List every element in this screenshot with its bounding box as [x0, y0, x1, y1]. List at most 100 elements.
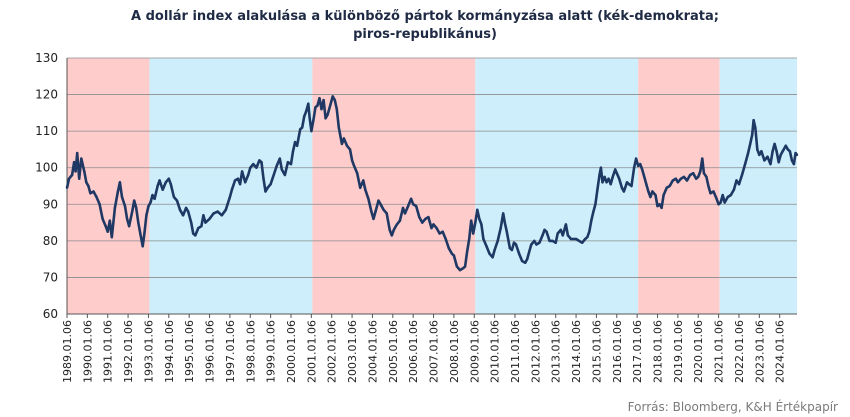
data-point-175	[510, 248, 514, 252]
data-point-101	[320, 108, 323, 111]
data-point-120	[367, 197, 370, 200]
x-tick-label-2: 1991.01.06	[102, 320, 115, 383]
data-point-74	[258, 159, 261, 162]
data-point-136	[409, 197, 413, 200]
x-tick-label-34: 2023.01.06	[753, 320, 766, 383]
data-point-256	[705, 175, 708, 179]
data-point-131	[395, 223, 399, 226]
data-point-78	[266, 186, 269, 189]
data-point-0	[65, 186, 69, 189]
data-point-82	[278, 157, 281, 160]
data-point-125	[380, 204, 383, 208]
data-point-88	[293, 140, 297, 144]
x-tick-label-19: 2008.01.06	[448, 320, 461, 383]
data-point-199	[572, 237, 576, 241]
x-tick-label-33: 2022.01.06	[733, 320, 746, 383]
data-point-214	[605, 181, 608, 184]
data-point-53	[194, 234, 197, 237]
data-point-250	[692, 172, 695, 175]
data-point-60	[216, 210, 219, 213]
data-point-157	[468, 237, 471, 241]
data-point-219	[615, 172, 618, 175]
data-point-258	[709, 192, 712, 195]
data-point-73	[255, 166, 258, 169]
x-tick-label-23: 2012.01.06	[529, 320, 542, 383]
data-point-249	[688, 173, 692, 177]
data-point-257	[707, 184, 710, 188]
data-point-209	[596, 188, 599, 191]
x-tick-label-3: 1992.01.06	[122, 320, 135, 383]
data-point-112	[345, 144, 349, 147]
data-point-225	[630, 184, 633, 188]
x-tick-label-27: 2016.01.06	[611, 320, 624, 383]
data-point-12	[92, 190, 95, 193]
data-point-66	[236, 177, 240, 180]
data-point-33	[143, 232, 146, 235]
data-point-28	[133, 199, 136, 202]
data-point-99	[316, 104, 319, 107]
x-tick-label-18: 2007.01.06	[428, 320, 441, 383]
data-point-70	[247, 173, 250, 177]
data-point-155	[463, 265, 467, 268]
x-tick-label-1: 1990.01.06	[81, 320, 94, 383]
data-point-29	[135, 206, 138, 210]
data-point-15	[101, 217, 104, 221]
data-point-41	[161, 188, 164, 191]
data-point-227	[634, 157, 638, 160]
data-point-235	[651, 190, 654, 193]
shade-band-democrat-3	[475, 58, 639, 314]
x-tick-label-30: 2019.01.06	[672, 320, 685, 383]
x-tick-label-16: 2005.01.06	[387, 320, 400, 383]
data-point-245	[676, 181, 680, 184]
x-tick-label-28: 2017.01.06	[631, 320, 644, 383]
data-point-79	[269, 183, 272, 186]
y-tick-label-110: 110	[35, 124, 58, 138]
data-point-260	[715, 197, 718, 200]
title-line-1: A dollár index alakulása a különböző pár…	[131, 9, 719, 24]
data-point-208	[594, 203, 597, 206]
data-point-252	[697, 175, 700, 179]
data-point-52	[192, 232, 195, 235]
data-point-133	[401, 206, 405, 210]
data-point-254	[701, 157, 704, 160]
data-point-40	[158, 179, 161, 182]
data-point-104	[326, 113, 329, 116]
x-tick-label-0: 1989.01.06	[61, 320, 74, 383]
data-point-103	[324, 117, 327, 120]
data-point-50	[187, 210, 190, 213]
data-point-190	[548, 239, 551, 243]
data-point-290	[786, 148, 789, 151]
data-point-222	[622, 190, 626, 193]
data-point-266	[729, 193, 732, 197]
data-point-114	[350, 159, 354, 162]
data-point-36	[149, 201, 152, 204]
data-point-231	[643, 175, 646, 179]
data-point-11	[89, 192, 92, 195]
y-tick-label-120: 120	[35, 88, 58, 102]
data-point-179	[520, 259, 524, 263]
x-tick-label-11: 2000.01.06	[285, 320, 298, 383]
data-point-189	[545, 230, 548, 233]
y-tick-label-80: 80	[43, 234, 58, 248]
data-point-59	[212, 212, 215, 215]
data-point-286	[777, 161, 780, 164]
data-point-169	[496, 239, 499, 243]
data-point-77	[264, 190, 267, 193]
data-point-217	[611, 175, 614, 179]
data-point-107	[333, 98, 336, 102]
data-point-13	[95, 195, 98, 199]
data-point-265	[726, 195, 729, 199]
data-point-243	[671, 179, 674, 182]
data-point-57	[204, 221, 207, 224]
data-point-161	[476, 208, 479, 211]
shade-band-democrat-1	[149, 58, 313, 314]
data-point-216	[609, 183, 612, 186]
data-point-167	[491, 256, 494, 259]
data-point-148	[444, 237, 447, 241]
data-point-274	[751, 133, 754, 136]
data-point-56	[202, 214, 205, 217]
data-point-244	[674, 177, 677, 180]
data-point-138	[415, 204, 418, 208]
data-point-240	[662, 193, 665, 197]
